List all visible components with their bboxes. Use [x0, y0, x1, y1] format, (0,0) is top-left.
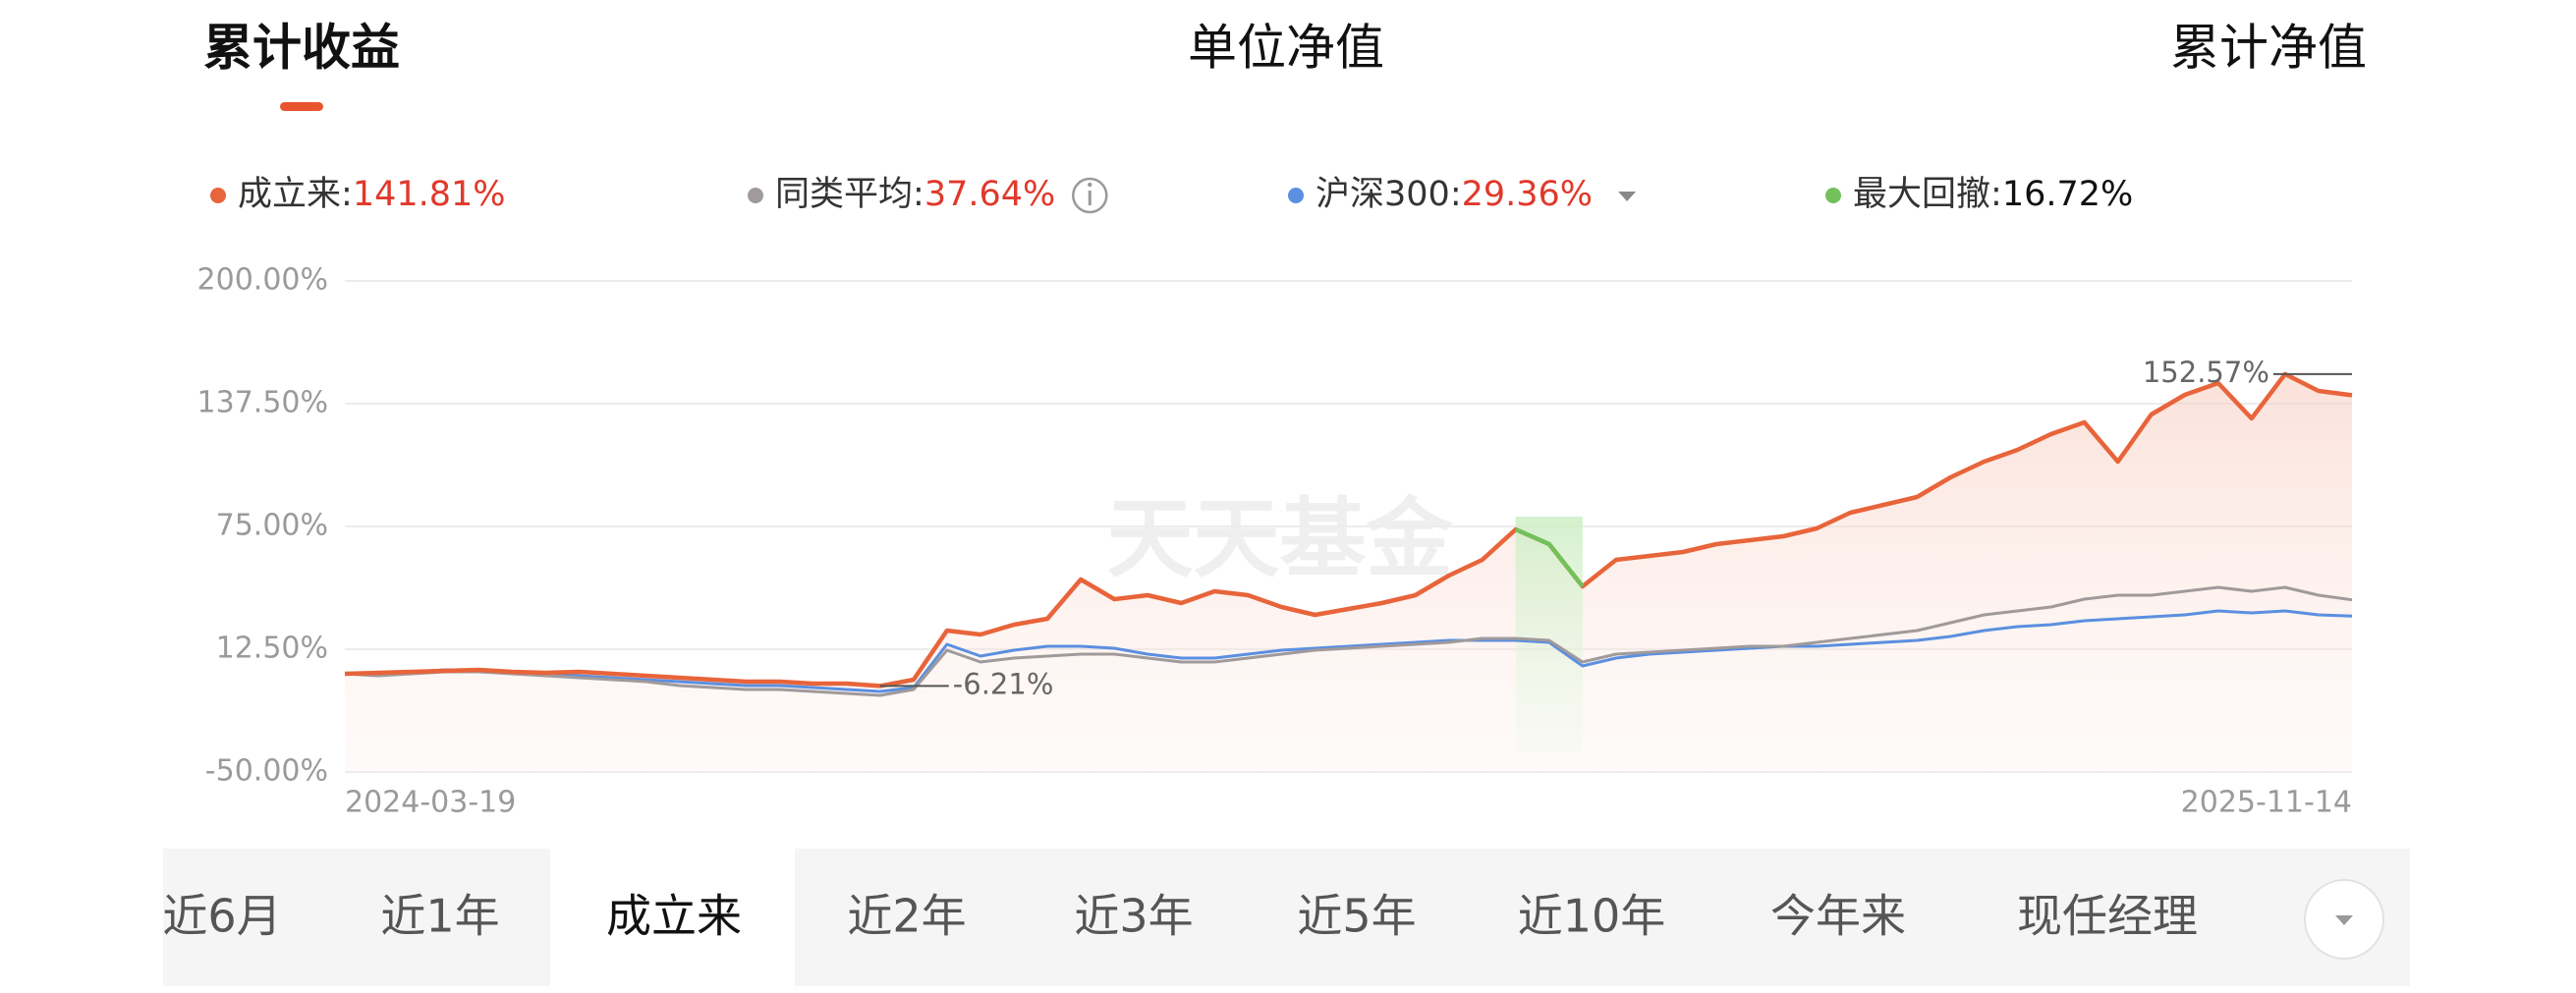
main-area — [345, 373, 2352, 772]
period-tab[interactable]: 现任经理 — [2017, 890, 2198, 943]
x-tick-label: 2025-11-14 — [2181, 786, 2352, 820]
annotation-label: 152.57% — [2143, 356, 2269, 389]
dropdown-arrow — [1618, 192, 1637, 201]
series-line — [345, 609, 2353, 693]
active-tab-underline — [280, 102, 323, 111]
top-tab[interactable]: 单位净值 — [1188, 20, 1384, 77]
period-tab-bar: 近6月 近1年 成立来 近2年 近3年 近5年 近10年 今年来 现任经理 — [162, 849, 2410, 986]
y-tick-label: 137.50% — [197, 386, 328, 420]
legend-dot — [1825, 188, 1841, 203]
y-tick-label: 75.00% — [216, 509, 328, 543]
legend-value: 141.81% — [353, 175, 506, 214]
drawdown-band — [1515, 517, 1583, 752]
legend-name: 成立来 — [238, 175, 341, 214]
y-tick-label: -50.00% — [205, 754, 328, 789]
period-tab[interactable]: 近1年 — [380, 890, 499, 943]
legend-dot — [1288, 188, 1304, 203]
more-arrow — [2335, 915, 2353, 925]
period-tab[interactable]: 近6月 — [162, 890, 282, 943]
top-tab[interactable]: 累计净值 — [2170, 20, 2367, 77]
legend-item[interactable]: 最大回撤:16.72% — [1825, 175, 2133, 214]
period-tab[interactable]: 今年来 — [1770, 890, 1906, 943]
legend-text: 成立来:141.81% — [238, 175, 506, 214]
legend-separator: : — [913, 175, 924, 214]
legend-dot — [748, 188, 763, 203]
active-period-tab — [550, 849, 795, 986]
period-tab[interactable]: 成立来 — [606, 890, 742, 943]
legend-item[interactable]: 沪深300:29.36% — [1288, 175, 1637, 214]
legend-separator: : — [1990, 175, 2002, 214]
period-tab[interactable]: 近3年 — [1074, 890, 1193, 943]
period-tab[interactable]: 近10年 — [1518, 890, 1666, 943]
info-icon — [1072, 177, 1108, 214]
top-tab[interactable]: 累计收益 — [203, 20, 400, 77]
plot: -50.00% 12.50% 75.00% 137.50% 200.00% 2024-03… — [197, 263, 2353, 820]
legend-text: 同类平均:37.64% — [775, 175, 1055, 214]
legend-separator: : — [1450, 175, 1462, 214]
annotation-label: -6.21% — [953, 667, 1054, 700]
legend-text: 沪深300:29.36% — [1316, 175, 1593, 214]
more-button[interactable] — [2304, 879, 2384, 960]
info-icon-dot — [1088, 182, 1092, 188]
series-line — [344, 585, 2353, 697]
y-tick-label: 12.50% — [216, 632, 328, 666]
watermark: 天天基金 — [1106, 488, 1453, 589]
legend-item[interactable]: 成立来:141.81% — [210, 175, 506, 214]
legend-text: 最大回撤:16.72% — [1853, 175, 2133, 214]
legend-separator: : — [341, 175, 353, 214]
tab-bar-background — [163, 849, 2410, 986]
y-tick-label: 200.00% — [197, 263, 328, 298]
legend-item[interactable]: 同类平均:37.64% — [748, 175, 1108, 214]
legend-name: 最大回撤 — [1853, 175, 1990, 214]
legend-name: 沪深300 — [1316, 175, 1450, 214]
legend-value: 29.36% — [1462, 175, 1593, 214]
period-tab[interactable]: 近5年 — [1297, 890, 1416, 943]
period-tab[interactable]: 近2年 — [847, 890, 966, 943]
legend-value: 16.72% — [2002, 175, 2133, 214]
legend: 成立来:141.81% 同类平均:37.64% 沪深300:29.36% 最大回撤:1… — [210, 175, 2133, 214]
legend-name: 同类平均 — [775, 175, 913, 214]
legend-dot — [210, 188, 226, 203]
series-line — [344, 371, 2353, 689]
drawdown-segment — [1514, 526, 1585, 588]
top-tabs: 累计收益 单位净值 累计净值 — [203, 20, 2367, 111]
x-tick-label: 2024-03-19 — [345, 786, 516, 820]
legend-value: 37.64% — [924, 175, 1055, 214]
